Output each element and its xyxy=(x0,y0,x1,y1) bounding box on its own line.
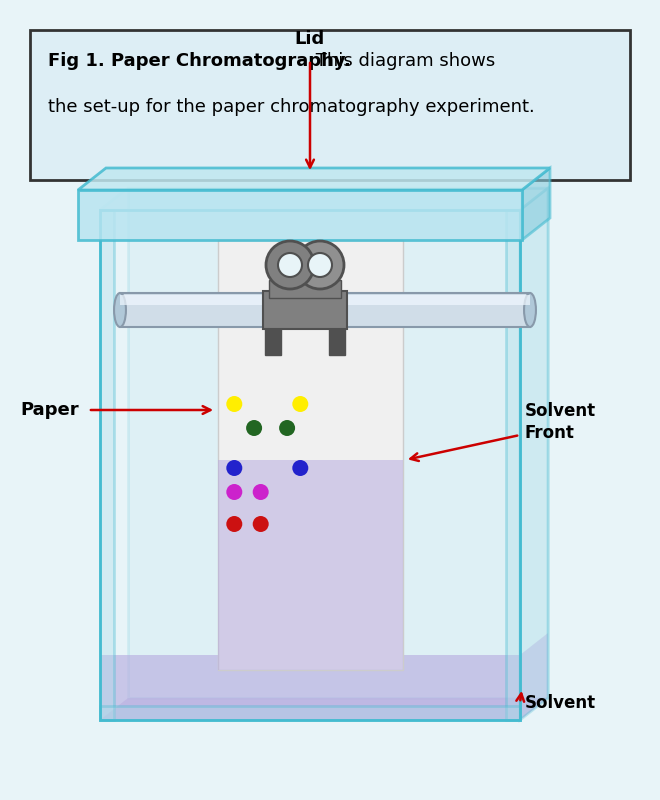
Polygon shape xyxy=(128,188,548,698)
Bar xyxy=(329,325,345,355)
Polygon shape xyxy=(520,633,548,720)
Circle shape xyxy=(292,460,308,476)
Circle shape xyxy=(253,484,269,500)
Circle shape xyxy=(226,396,242,412)
Bar xyxy=(269,280,341,298)
Circle shape xyxy=(226,484,242,500)
Text: Fig 1. Paper Chromatography.: Fig 1. Paper Chromatography. xyxy=(48,52,351,70)
Text: This diagram shows: This diagram shows xyxy=(310,52,495,70)
Text: the set-up for the paper chromatography experiment.: the set-up for the paper chromatography … xyxy=(48,98,535,116)
Text: Paper: Paper xyxy=(20,401,79,419)
Circle shape xyxy=(246,420,262,436)
Bar xyxy=(100,210,520,720)
Bar xyxy=(78,190,522,240)
Bar xyxy=(218,460,403,670)
Circle shape xyxy=(266,241,314,289)
Bar xyxy=(100,655,520,720)
Circle shape xyxy=(308,253,332,277)
Polygon shape xyxy=(100,188,548,210)
Polygon shape xyxy=(100,698,548,720)
Bar xyxy=(506,210,520,720)
Circle shape xyxy=(292,396,308,412)
Text: Solvent
Front: Solvent Front xyxy=(525,402,596,442)
Bar xyxy=(265,325,281,355)
Circle shape xyxy=(253,516,269,532)
Bar xyxy=(100,706,520,720)
Bar xyxy=(120,293,530,327)
Circle shape xyxy=(278,253,302,277)
Circle shape xyxy=(279,420,295,436)
Bar xyxy=(218,240,403,670)
Text: Lid: Lid xyxy=(295,30,325,48)
Bar xyxy=(263,291,347,329)
Polygon shape xyxy=(78,168,550,190)
Circle shape xyxy=(296,241,344,289)
Circle shape xyxy=(226,460,242,476)
Circle shape xyxy=(226,516,242,532)
Bar xyxy=(30,30,630,180)
Polygon shape xyxy=(520,188,548,720)
Polygon shape xyxy=(522,168,550,240)
Ellipse shape xyxy=(524,293,536,327)
Bar xyxy=(100,210,114,720)
Ellipse shape xyxy=(114,293,126,327)
Text: Solvent: Solvent xyxy=(525,694,596,712)
Bar xyxy=(120,294,530,305)
